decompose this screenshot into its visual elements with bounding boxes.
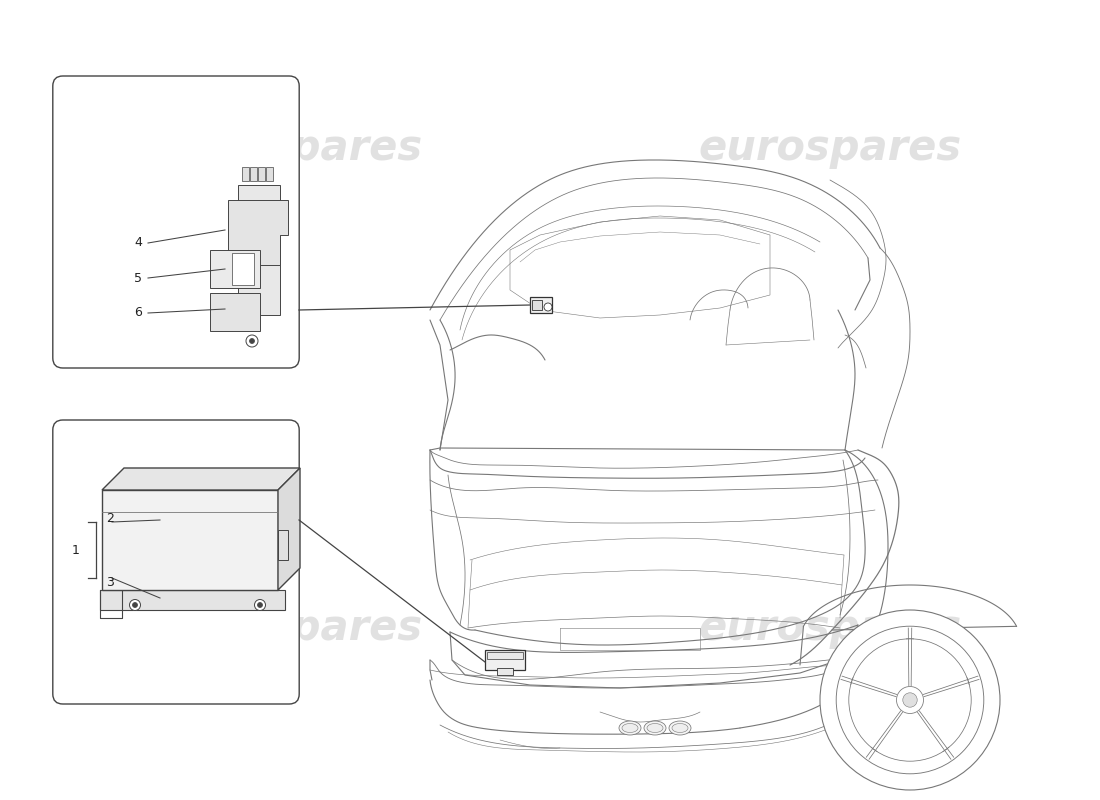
Bar [487,652,522,659]
Ellipse shape [644,721,666,735]
Circle shape [132,602,138,607]
Text: eurospares: eurospares [698,127,962,169]
Text: 2: 2 [106,511,114,525]
Circle shape [820,610,1000,790]
Text: 4: 4 [134,237,142,250]
Bar [530,297,552,313]
Bar [102,490,278,590]
Bar [232,253,254,285]
Circle shape [254,599,265,610]
Circle shape [250,338,254,343]
Ellipse shape [621,723,638,733]
Bar [238,185,280,315]
Text: eurospares: eurospares [160,127,424,169]
Bar [532,300,542,310]
Ellipse shape [647,723,663,733]
Circle shape [896,686,924,714]
Polygon shape [102,468,300,490]
Circle shape [246,335,258,347]
Bar [258,167,265,181]
FancyBboxPatch shape [53,76,299,368]
Circle shape [849,638,971,762]
FancyBboxPatch shape [53,420,299,704]
Bar [485,650,525,670]
Polygon shape [228,200,288,265]
Polygon shape [278,530,288,560]
Ellipse shape [669,721,691,735]
Polygon shape [278,468,300,590]
Circle shape [130,599,141,610]
Bar [497,668,513,675]
Circle shape [257,602,263,607]
Text: 1: 1 [73,543,80,557]
Bar [100,590,285,610]
Bar [250,167,257,181]
Ellipse shape [672,723,688,733]
Bar [210,250,260,288]
Ellipse shape [619,721,641,735]
Text: eurospares: eurospares [698,607,962,649]
Bar [266,167,273,181]
Bar [242,167,249,181]
Text: 6: 6 [134,306,142,319]
Bar [210,293,260,331]
Circle shape [836,626,983,774]
Text: eurospares: eurospares [160,607,424,649]
Text: 3: 3 [106,575,114,589]
Text: 5: 5 [134,271,142,285]
Circle shape [544,303,552,311]
Circle shape [903,693,917,707]
